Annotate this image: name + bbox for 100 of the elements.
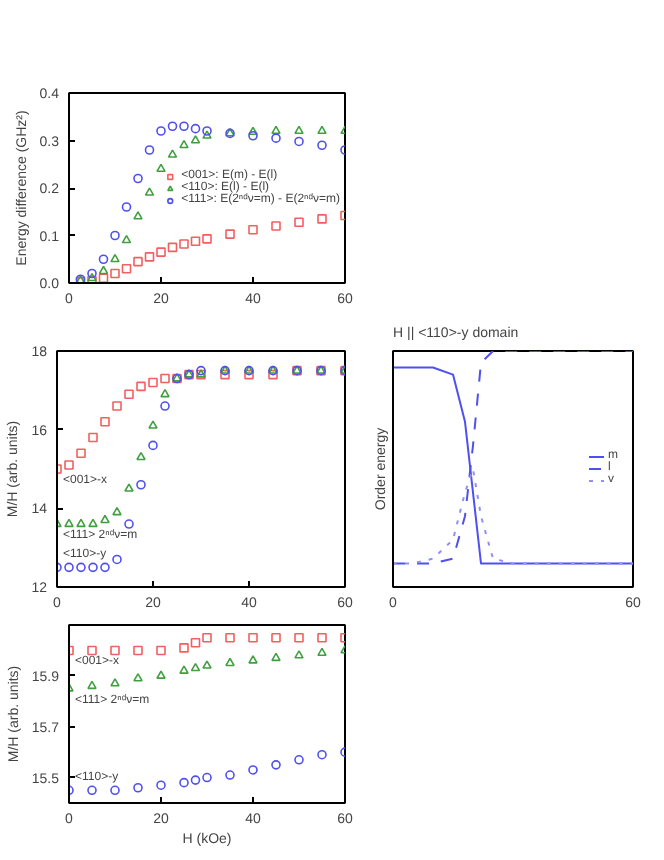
point xyxy=(294,217,304,227)
point xyxy=(100,514,110,524)
point xyxy=(179,777,189,788)
point xyxy=(133,211,143,220)
point xyxy=(167,242,178,253)
point xyxy=(156,645,166,656)
point xyxy=(110,785,120,796)
point xyxy=(271,221,281,231)
point xyxy=(124,389,134,400)
point xyxy=(156,163,166,173)
point xyxy=(294,632,304,643)
point xyxy=(121,263,132,274)
point xyxy=(64,460,74,470)
point xyxy=(248,130,258,141)
point xyxy=(317,749,327,760)
point xyxy=(190,775,201,785)
point xyxy=(133,672,143,682)
point xyxy=(179,121,189,132)
point xyxy=(271,760,281,770)
point xyxy=(160,373,170,384)
point xyxy=(112,401,122,411)
point xyxy=(248,126,258,136)
point xyxy=(190,135,201,144)
point xyxy=(156,126,166,136)
point xyxy=(64,562,74,573)
point xyxy=(202,660,212,669)
point xyxy=(271,133,281,143)
point xyxy=(76,518,86,528)
point xyxy=(110,645,120,656)
point xyxy=(112,554,122,565)
point xyxy=(88,518,98,528)
point xyxy=(110,230,120,241)
point xyxy=(294,650,304,659)
point xyxy=(294,125,304,135)
point xyxy=(202,632,212,643)
point xyxy=(317,214,327,224)
point xyxy=(110,678,120,687)
point xyxy=(167,149,178,158)
point xyxy=(225,229,235,239)
point xyxy=(179,139,189,149)
point xyxy=(294,136,304,147)
point xyxy=(133,256,143,267)
point xyxy=(317,125,327,135)
point xyxy=(179,665,189,674)
point xyxy=(100,417,110,427)
point xyxy=(156,670,166,679)
point xyxy=(248,632,258,643)
point xyxy=(87,680,97,690)
point xyxy=(148,420,158,429)
point xyxy=(294,754,304,765)
point xyxy=(136,479,146,490)
point xyxy=(110,253,120,263)
point xyxy=(98,265,109,275)
point xyxy=(190,662,201,672)
point xyxy=(248,765,258,775)
point xyxy=(87,785,97,796)
point xyxy=(179,643,189,653)
point xyxy=(133,782,143,793)
point xyxy=(271,652,281,662)
point xyxy=(98,273,109,283)
point xyxy=(124,483,134,492)
point xyxy=(179,239,189,249)
point xyxy=(317,647,327,657)
point xyxy=(271,125,281,135)
point xyxy=(88,432,98,443)
point xyxy=(144,145,155,155)
point xyxy=(156,780,166,790)
point xyxy=(160,401,170,411)
point xyxy=(248,225,258,235)
point xyxy=(248,655,258,664)
point xyxy=(190,123,201,134)
point xyxy=(88,562,98,573)
point xyxy=(76,448,86,459)
point xyxy=(167,121,178,132)
point xyxy=(64,518,74,528)
point xyxy=(190,638,201,648)
point xyxy=(100,562,110,573)
point xyxy=(225,770,235,780)
point xyxy=(156,247,166,257)
point xyxy=(87,645,97,656)
point xyxy=(136,451,146,461)
point xyxy=(133,645,143,656)
point xyxy=(144,187,155,196)
point xyxy=(110,268,120,279)
point xyxy=(121,234,132,244)
point xyxy=(133,173,143,184)
point xyxy=(98,254,109,265)
point xyxy=(190,236,201,246)
point xyxy=(124,519,134,529)
point xyxy=(76,562,86,573)
point xyxy=(225,657,235,667)
point xyxy=(144,252,155,262)
point xyxy=(317,632,327,643)
point xyxy=(271,632,281,643)
point xyxy=(148,377,158,388)
point xyxy=(225,632,235,643)
point xyxy=(136,381,146,392)
point xyxy=(121,202,132,212)
point xyxy=(112,506,122,516)
point xyxy=(148,440,158,451)
